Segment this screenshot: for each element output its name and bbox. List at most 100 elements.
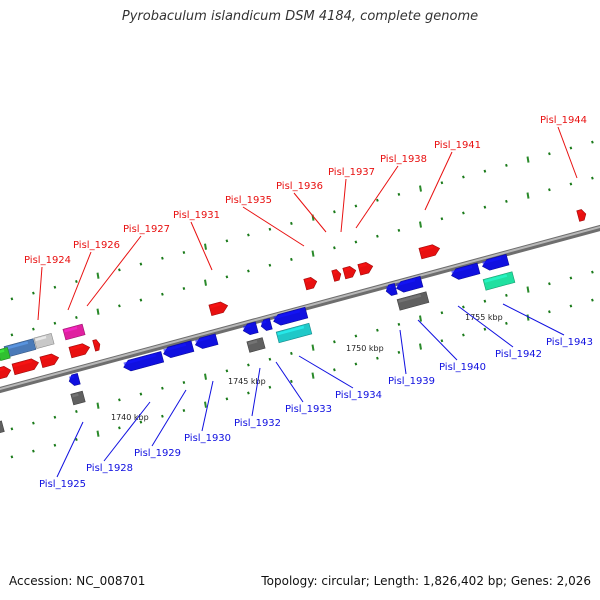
- gene-arrow: [68, 343, 91, 359]
- minor-tick: [548, 152, 551, 156]
- minor-tick: [354, 240, 358, 244]
- gene-label: Pisl_1942: [495, 349, 542, 360]
- minor-tick: [182, 380, 186, 384]
- gene-highlight: [68, 375, 75, 380]
- minor-tick: [376, 234, 379, 238]
- gene-highlight: [0, 367, 5, 372]
- backbone-highlight: [0, 225, 600, 391]
- gene-label: Pisl_1931: [173, 210, 220, 221]
- minor-tick: [569, 182, 573, 186]
- minor-tick: [268, 263, 272, 267]
- gene-label: Pisl_1925: [39, 479, 86, 490]
- minor-tick: [268, 357, 272, 361]
- leader-line: [56, 421, 84, 478]
- minor-tick: [462, 333, 465, 337]
- major-tick: [526, 192, 530, 199]
- gene-arrow: [123, 351, 165, 372]
- coordinate-label: 1740 kbp: [111, 413, 149, 422]
- minor-tick: [591, 140, 594, 144]
- gene-label: Pisl_1929: [134, 448, 181, 459]
- gene-arrow: [92, 339, 101, 352]
- minor-tick: [397, 228, 401, 232]
- gene-body: [242, 321, 259, 335]
- gene-body: [11, 358, 39, 376]
- minor-tick: [247, 363, 250, 367]
- minor-tick: [225, 239, 229, 243]
- major-tick: [526, 156, 530, 163]
- minor-tick: [118, 304, 121, 308]
- minor-tick: [75, 279, 78, 283]
- gene-label: Pisl_1927: [123, 224, 170, 235]
- minor-tick: [161, 292, 164, 296]
- major-tick: [204, 373, 207, 380]
- major-tick: [96, 430, 100, 437]
- map-title: Pyrobaculum islandicum DSM 4184, complet…: [121, 9, 479, 24]
- gene-highlight: [123, 354, 156, 366]
- minor-tick: [75, 437, 78, 441]
- minor-tick: [247, 233, 250, 237]
- gene-arrow: [39, 353, 60, 369]
- minor-tick: [505, 321, 508, 325]
- minor-tick: [75, 409, 78, 413]
- minor-tick: [53, 415, 57, 419]
- gene-highlight: [396, 278, 416, 287]
- major-tick: [311, 344, 315, 351]
- leader-line: [417, 319, 458, 361]
- gene-highlight: [273, 309, 301, 320]
- summary-text: Topology: circular; Length: 1,826,402 bp…: [261, 574, 591, 588]
- minor-tick: [505, 163, 508, 167]
- gene-body: [208, 301, 229, 317]
- gene-arrow: [482, 271, 516, 291]
- major-tick: [526, 286, 530, 293]
- gene-arrow: [331, 269, 342, 282]
- major-tick: [419, 315, 422, 322]
- minor-tick: [354, 204, 358, 208]
- gene-arrow: [576, 209, 587, 222]
- minor-tick: [569, 304, 573, 308]
- gene-highlight: [35, 335, 47, 342]
- gene-body: [451, 262, 481, 280]
- gene-arrow: [194, 333, 219, 349]
- minor-tick: [161, 386, 164, 390]
- leader-line: [399, 329, 407, 375]
- minor-tick: [53, 443, 57, 447]
- gene-label: Pisl_1926: [73, 240, 120, 251]
- gene-arrow: [163, 340, 195, 358]
- leader-line: [298, 355, 354, 389]
- minor-tick: [483, 327, 487, 331]
- minor-tick: [225, 397, 229, 401]
- coordinate-label: 1750 kbp: [346, 344, 384, 353]
- leader-line: [340, 178, 347, 233]
- leader-line: [293, 192, 327, 233]
- minor-tick: [548, 282, 551, 286]
- gene-highlight: [13, 359, 33, 368]
- gene-arrow: [0, 347, 11, 361]
- minor-tick: [118, 398, 121, 402]
- gene-label: Pisl_1943: [546, 337, 593, 348]
- gene-label: Pisl_1944: [540, 115, 587, 126]
- minor-tick: [53, 285, 57, 289]
- minor-tick: [591, 298, 594, 302]
- gene-highlight: [484, 274, 508, 283]
- gene-body: [331, 269, 342, 282]
- major-tick: [311, 250, 315, 257]
- minor-tick: [569, 146, 573, 150]
- gene-body: [342, 266, 357, 280]
- minor-tick: [118, 426, 121, 430]
- coordinate-label: 1745 kbp: [228, 377, 266, 386]
- minor-tick: [139, 298, 143, 302]
- gene-body: [482, 253, 510, 271]
- gene-highlight: [359, 263, 367, 268]
- minor-tick: [225, 369, 229, 373]
- gene-highlight: [277, 325, 305, 336]
- minor-tick: [53, 321, 57, 325]
- gene-body: [68, 373, 81, 386]
- major-tick: [96, 308, 100, 315]
- gene-highlight: [248, 340, 258, 345]
- leader-line-layer: [37, 126, 578, 478]
- gene-label: Pisl_1928: [86, 463, 133, 474]
- minor-tick: [397, 192, 401, 196]
- leader-line: [251, 367, 261, 417]
- gene-highlight: [70, 344, 84, 351]
- gene-body: [357, 262, 374, 276]
